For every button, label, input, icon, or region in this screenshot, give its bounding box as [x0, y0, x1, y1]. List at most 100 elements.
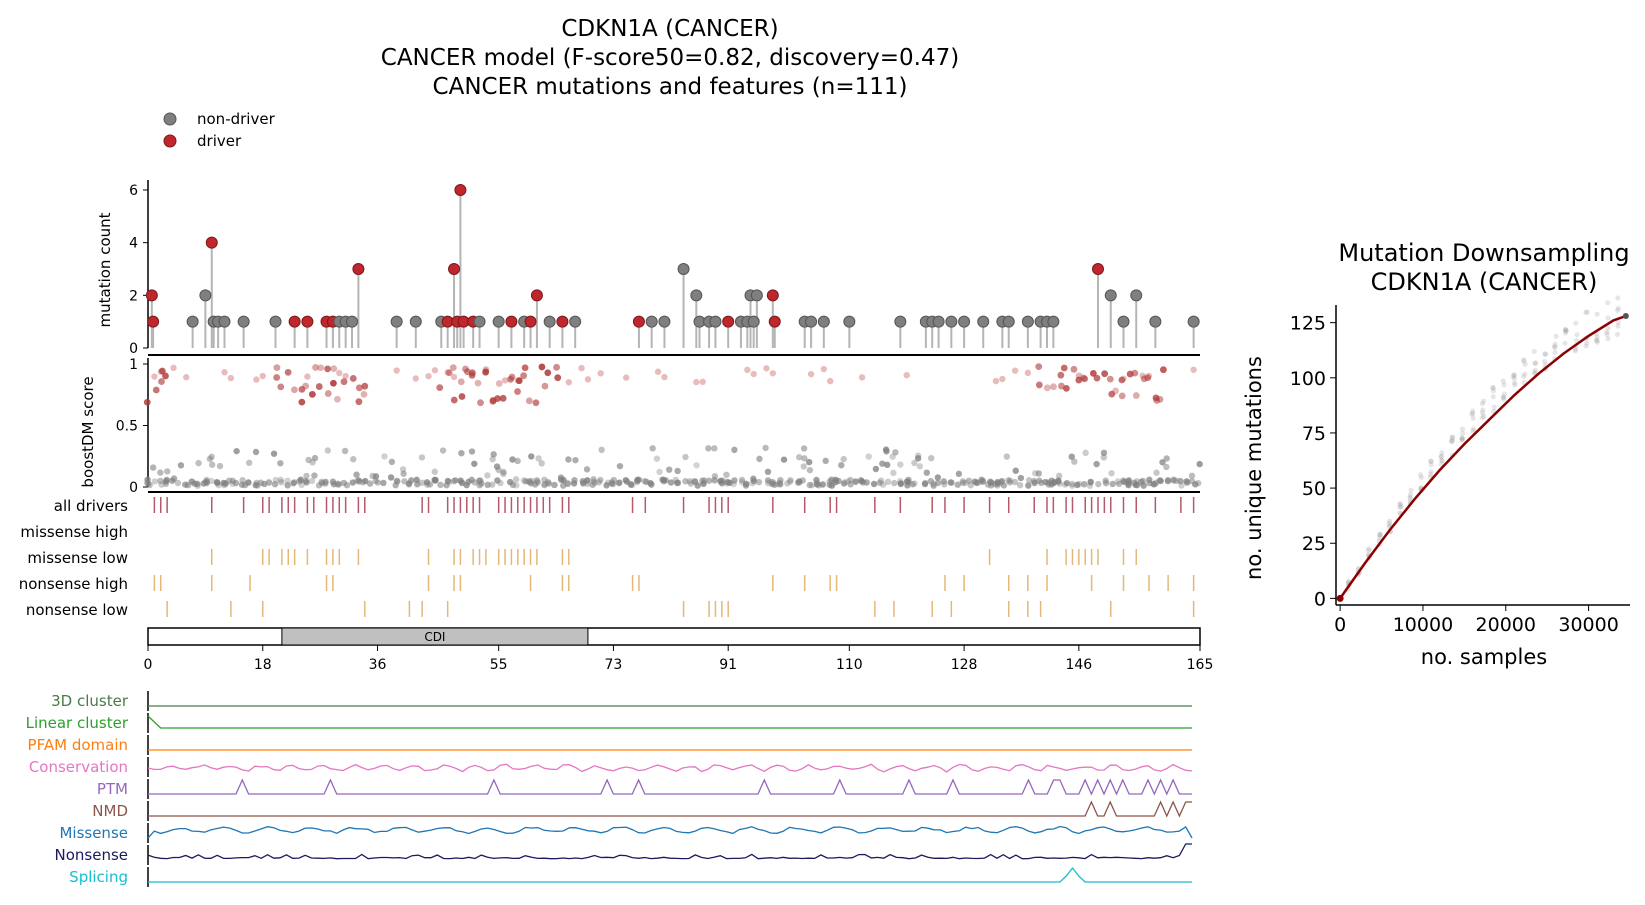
boost-score-point-high [221, 369, 228, 376]
boost-score-point-driver [334, 395, 341, 403]
ds-sample-point [1448, 438, 1454, 444]
driver-mutation-marker [766, 289, 779, 302]
boost-score-point [838, 461, 845, 469]
boost-score-point [1016, 481, 1024, 489]
boost-score-point [1087, 478, 1094, 486]
ds-sample-point [1480, 398, 1487, 404]
boost-score-point-driver [538, 363, 546, 371]
boost-score-point [1095, 480, 1102, 488]
ds-sample-point [1459, 436, 1465, 442]
boost-score-point [1163, 455, 1170, 462]
ds-sample-point [1490, 388, 1497, 394]
ds-sample-point [1532, 360, 1539, 366]
boost-score-point [723, 471, 730, 478]
boost-score-point [149, 464, 157, 471]
boost-score-point [1163, 463, 1170, 471]
boost-score-point-high [654, 368, 662, 375]
boost-score-point [693, 462, 700, 469]
legend-marker-driver [163, 134, 177, 148]
boost-score-point [431, 468, 438, 475]
non-driver-mutation-marker [894, 315, 907, 328]
ds-sample-point [1376, 531, 1383, 538]
boost-score-point-high [699, 378, 706, 386]
boost-score-point [1048, 477, 1055, 484]
boost-score-point [662, 477, 670, 484]
boost-score-point [682, 478, 689, 485]
boost-score-point [506, 478, 514, 486]
boost-score-point [468, 448, 476, 455]
boost-score-point [603, 482, 610, 489]
boost-score-point [686, 478, 694, 485]
boost-score-point [699, 477, 706, 484]
non-driver-mutation-marker [1002, 315, 1015, 328]
ds-sample-point [1512, 382, 1518, 388]
boost-score-point-high [584, 376, 592, 383]
ds-sample-point [1386, 520, 1392, 526]
boost-score-point [1011, 478, 1019, 486]
boost-score-point [1153, 469, 1160, 476]
boost-ytick-label: 1 [129, 357, 138, 373]
ds-sample-point [1460, 430, 1466, 436]
lollipop-ytick-label: 0 [129, 341, 138, 357]
boost-score-point [1108, 470, 1115, 477]
boost-score-point [1081, 481, 1088, 488]
boost-score-point [206, 455, 214, 463]
boost-score-point [1086, 482, 1094, 489]
protein-xtick-label: 110 [836, 657, 863, 673]
boost-score-point [1196, 460, 1203, 468]
boost-score-point [801, 455, 808, 462]
boost-score-point [500, 470, 507, 478]
ds-ytick-label: 100 [1290, 368, 1326, 390]
ds-sample-point [1521, 358, 1527, 364]
boost-ytick-label: 0 [129, 480, 138, 496]
ds-sample-point [1438, 453, 1444, 460]
ds-sample-point [1605, 335, 1611, 342]
boost-score-point [959, 478, 966, 485]
boost-score-point-high [744, 366, 751, 374]
boost-score-point-driver [445, 369, 453, 377]
boost-score-point [278, 479, 285, 486]
ds-sample-point [1377, 531, 1383, 537]
boost-score-point [584, 480, 591, 487]
boost-score-point-driver [284, 368, 292, 376]
boost-score-point [879, 460, 886, 467]
feature-label: Nonsense [55, 846, 129, 864]
boost-score-point-driver [1043, 384, 1051, 392]
boost-score-point [303, 472, 310, 480]
ds-sample-point [1542, 351, 1548, 357]
non-driver-mutation-marker [750, 289, 763, 302]
ds-ytick-label: 50 [1302, 478, 1326, 500]
boost-score-point-driver [330, 379, 337, 387]
boost-score-point [762, 444, 769, 452]
ds-ytick-label: 25 [1302, 533, 1326, 555]
boost-score-point [265, 478, 273, 486]
ds-sample-point [1398, 504, 1404, 510]
boost-score-point [1170, 476, 1177, 483]
ds-sample-point [1470, 415, 1476, 421]
non-driver-mutation-marker [805, 315, 818, 328]
boost-score-point [565, 456, 572, 463]
boost-score-point [647, 479, 654, 487]
boost-score-point [819, 481, 826, 488]
boost-score-point [270, 450, 278, 457]
ds-sample-point [1552, 341, 1558, 347]
boost-score-point [233, 447, 240, 455]
boost-score-point [774, 480, 781, 488]
boost-score-point [525, 478, 533, 485]
boost-score-point [418, 454, 426, 461]
boost-score-point [1003, 453, 1011, 460]
boost-score-point [750, 475, 757, 482]
title-line-1: CDKN1A (CANCER) [561, 16, 778, 42]
boost-score-point [674, 479, 682, 487]
boost-score-point-driver [1089, 370, 1097, 377]
ds-sample-point [1479, 415, 1486, 421]
ds-sample-point [1459, 435, 1465, 442]
boost-score-point [1074, 481, 1081, 489]
boost-score-point [193, 480, 201, 488]
driver-mutation-marker [448, 263, 461, 275]
driver-mutation-marker [530, 289, 543, 302]
boost-score-point-driver [162, 372, 169, 380]
boost-score-point [764, 477, 772, 484]
boost-score-point [349, 479, 356, 486]
boost-score-point [1069, 480, 1076, 488]
